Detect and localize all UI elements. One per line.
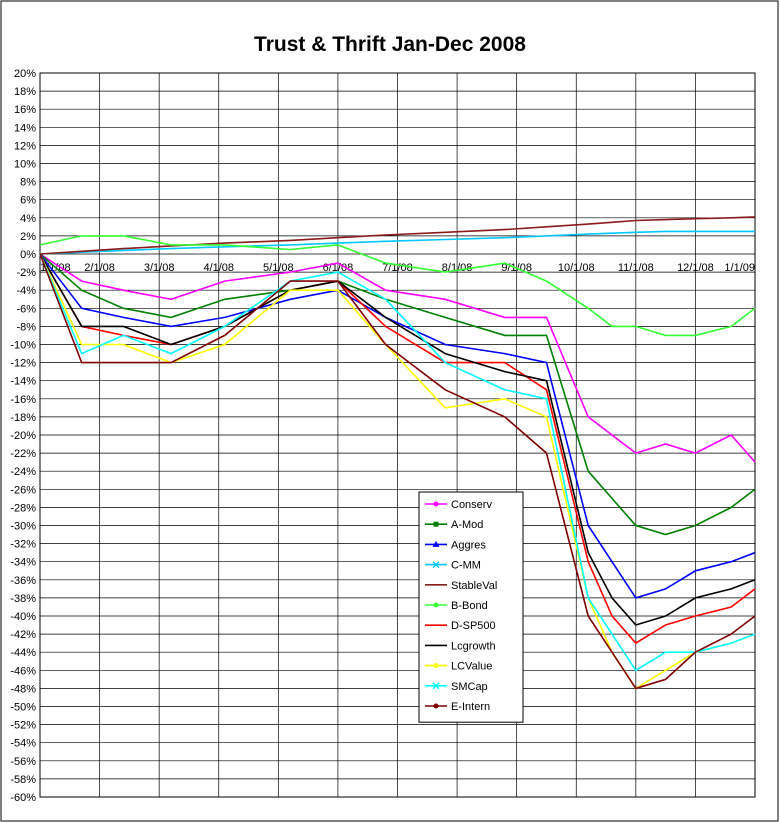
y-tick-label: 16%	[14, 104, 36, 116]
y-tick-label: -14%	[10, 376, 36, 388]
x-tick-label: 7/1/08	[382, 262, 413, 274]
series-line-c-mm	[39, 230, 755, 255]
legend-marker	[432, 682, 440, 690]
legend-marker	[432, 540, 440, 547]
y-tick-label: 8%	[20, 177, 36, 189]
y-tick-label: -28%	[10, 502, 36, 514]
x-tick-label: 2/1/08	[84, 262, 115, 274]
series-line-e-intern	[39, 253, 756, 690]
y-tick-label: -4%	[16, 285, 36, 297]
x-tick-label: 10/1/08	[558, 262, 595, 274]
x-tick-label: 3/1/08	[144, 262, 175, 274]
y-tick-label: -60%	[10, 792, 36, 804]
y-tick-label: -8%	[16, 321, 36, 333]
legend-marker	[433, 663, 439, 669]
y-tick-label: -16%	[10, 394, 36, 406]
x-tick-label: 11/1/08	[618, 262, 654, 274]
y-tick-label: -50%	[10, 702, 36, 714]
y-tick-label: -30%	[10, 521, 36, 533]
legend-label: StableVal	[451, 580, 497, 592]
legend-marker	[433, 501, 439, 507]
series-line-smcap	[39, 253, 756, 672]
y-tick-label: -10%	[10, 340, 36, 352]
x-tick-label: 1/1/09	[724, 262, 755, 274]
y-tick-label: -36%	[10, 575, 36, 587]
y-tick-label: -34%	[10, 557, 36, 569]
x-tick-label: 5/1/08	[263, 262, 294, 274]
y-tick-label: -42%	[10, 629, 36, 641]
y-tick-label: -44%	[10, 647, 36, 659]
y-tick-label: -48%	[10, 683, 36, 695]
series-line-a-mod	[39, 253, 756, 536]
legend: Conserv A-Mod Aggres C-MM StableVal B-Bond D-S…	[418, 491, 524, 723]
legend-label: SMCap	[451, 681, 488, 693]
x-axis-ticks: 1/1/08 2/1/08 3/1/08 4/1/08 5/1/08 6/1/08 7/1/…	[40, 262, 755, 274]
y-tick-label: -20%	[10, 430, 36, 442]
y-tick-label: 2%	[20, 231, 36, 243]
y-axis-ticks: 20% 18% 16% 14% 12% 10% 8% 6% 4% 2% 0% -2% -4% -6% -8%…	[10, 68, 36, 804]
y-tick-label: -22%	[10, 448, 36, 460]
legend-marker	[432, 561, 440, 569]
y-tick-label: -32%	[10, 539, 36, 551]
legend-label: D-SP500	[451, 620, 496, 632]
y-tick-label: -24%	[10, 466, 36, 478]
y-tick-label: -40%	[10, 611, 36, 623]
y-tick-label: 12%	[14, 140, 36, 152]
y-tick-label: -38%	[10, 593, 36, 605]
y-tick-label: 6%	[20, 195, 36, 207]
y-tick-label: -12%	[10, 358, 36, 370]
legend-label: C-MM	[451, 560, 481, 572]
y-tick-label: -58%	[10, 774, 36, 786]
legend-label: A-Mod	[451, 519, 483, 531]
y-tick-label: 20%	[14, 68, 36, 80]
chart-title: Trust & Thrift Jan-Dec 2008	[254, 33, 526, 56]
legend-label: Conserv	[451, 499, 492, 511]
y-tick-label: -52%	[10, 720, 36, 732]
legend-label: B-Bond	[451, 600, 488, 612]
y-tick-label: -2%	[16, 267, 36, 279]
series-line-aggres	[39, 253, 756, 599]
series-line-stableval	[39, 216, 756, 255]
legend-label: LCValue	[451, 661, 492, 673]
legend-label: Lcgrowth	[451, 640, 496, 652]
series-line-conserv	[39, 253, 756, 463]
y-tick-label: 0%	[20, 249, 36, 261]
x-tick-label: 12/1/08	[677, 262, 714, 274]
series-lines	[39, 216, 756, 690]
legend-label: E-Intern	[451, 701, 490, 713]
y-tick-label: -56%	[10, 756, 36, 768]
series-line-b-bond	[39, 235, 756, 337]
y-tick-label: -54%	[10, 738, 36, 750]
legend-marker	[433, 703, 439, 709]
legend-marker	[433, 602, 439, 608]
y-tick-label: 18%	[14, 86, 36, 98]
series-line-lcgrowth	[39, 253, 756, 626]
y-tick-label: -18%	[10, 412, 36, 424]
y-tick-label: -6%	[16, 303, 36, 315]
y-tick-label: -26%	[10, 484, 36, 496]
x-tick-label: 4/1/08	[203, 262, 234, 274]
y-tick-label: 4%	[20, 213, 36, 225]
y-tick-label: 14%	[14, 122, 36, 134]
y-tick-label: 10%	[14, 159, 36, 171]
y-tick-label: -46%	[10, 665, 36, 677]
legend-label: Aggres	[451, 539, 486, 551]
legend-marker	[433, 521, 439, 527]
grid	[39, 72, 756, 798]
